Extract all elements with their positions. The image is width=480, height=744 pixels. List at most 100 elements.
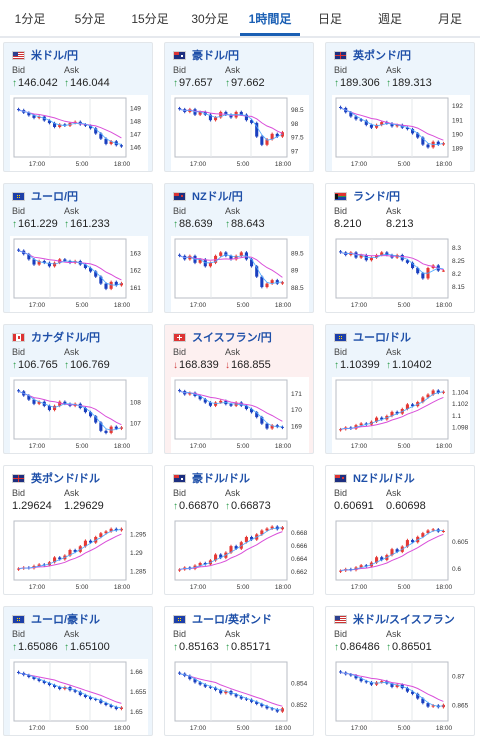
candlestick-chart: 1.66 1.655 1.65 17:00 5:00 18:00 — [10, 659, 148, 735]
price-chart[interactable]: 8.3 8.25 8.2 8.15 17:00 5:00 18:00 — [332, 236, 470, 312]
rate-card[interactable]: ユーロ/豪ドル Bid Ask ↑1.65086 ↑1.65100 1.66 1.655 1.… — [3, 606, 153, 736]
candle — [94, 416, 98, 423]
rate-card[interactable]: 米ドル/スイスフラン Bid Ask ↑0.86486 ↑0.86501 0.87 0.86… — [325, 606, 475, 736]
currency-pair-link[interactable]: NZドル/ドル — [353, 473, 415, 485]
price-chart[interactable]: 0.87 0.865 17:00 5:00 18:00 — [332, 659, 470, 735]
x-tick-label: 17:00 — [351, 302, 368, 309]
y-tick-label: 107 — [130, 421, 141, 428]
currency-pair-link[interactable]: ユーロ/円 — [31, 191, 79, 203]
rate-card[interactable]: ランド/円 Bid Ask 8.210 8.213 8.3 8.25 8.2 8.15 17:00… — [325, 183, 475, 313]
ask-value-group: ↑106.769 — [64, 359, 110, 371]
currency-pair-link[interactable]: 米ドル/円 — [31, 50, 79, 62]
candle — [421, 698, 425, 704]
candle — [109, 528, 113, 532]
rate-card[interactable]: ユーロ/ドル Bid Ask ↑1.10399 ↑1.10402 1.104 1.102 1.… — [325, 324, 475, 454]
candle — [349, 674, 353, 676]
candle — [431, 705, 435, 707]
rate-card[interactable]: スイスフラン/円 Bid Ask ↓168.839 ↓168.855 171 170 169 1… — [164, 324, 314, 454]
price-chart[interactable]: 163 162 161 17:00 5:00 18:00 — [10, 236, 148, 312]
chart-bg — [10, 95, 148, 171]
tab-4[interactable]: 30分足 — [191, 12, 229, 26]
candle — [47, 120, 51, 124]
tab-2[interactable]: 5分足 — [74, 12, 106, 26]
price-chart[interactable]: 1.66 1.655 1.65 17:00 5:00 18:00 — [10, 659, 148, 735]
candle — [37, 401, 41, 404]
moving-average-short — [179, 108, 283, 141]
candle — [339, 106, 343, 109]
card-header: NZドル/円 — [173, 189, 243, 203]
card-header: ユーロ/豪ドル — [12, 612, 100, 626]
ask-value: 1.29629 — [64, 500, 104, 512]
candlestick-chart: 171 170 169 17:00 5:00 18:00 — [171, 377, 309, 453]
y-tick-label: 163 — [130, 250, 141, 257]
y-tick-label: 0.87 — [452, 673, 465, 680]
rate-card[interactable]: ユーロ/英ポンド Bid Ask ↑0.85163 ↑0.85171 0.854 0.852… — [164, 606, 314, 736]
candle — [32, 677, 36, 679]
candle — [32, 399, 36, 404]
ask-value-group: 1.29629 — [64, 500, 104, 512]
candle — [94, 271, 98, 277]
rate-card[interactable]: カナダドル/円 Bid Ask ↑106.765 ↑106.769 108 107 17:00… — [3, 324, 153, 454]
bid-value-group: ↑88.639 — [173, 218, 213, 230]
price-chart[interactable]: 0.605 0.6 17:00 5:00 18:00 — [332, 518, 470, 594]
currency-pair-link[interactable]: スイスフラン/円 — [192, 332, 272, 344]
currency-pair-link[interactable]: ユーロ/豪ドル — [31, 614, 101, 626]
candle — [239, 111, 243, 115]
tab-3[interactable]: 15分足 — [131, 12, 169, 26]
flag-icon — [173, 473, 186, 483]
currency-pair-link[interactable]: NZドル/円 — [192, 191, 243, 203]
bid-value-group: ↑1.10399 — [334, 359, 380, 371]
price-chart[interactable]: 0.668 0.666 0.664 0.662 17:00 5:00 18:00 — [171, 518, 309, 594]
rate-card[interactable]: 英ポンド/円 Bid Ask ↑189.306 ↑189.313 192 191 190 189… — [325, 42, 475, 172]
flag-icon — [12, 473, 25, 483]
currency-pair-link[interactable]: 米ドル/スイスフラン — [353, 614, 455, 626]
candle — [265, 706, 269, 709]
rate-card[interactable]: 英ポンド/ドル Bid Ask 1.29624 1.29629 1.295 1.29 1.28… — [3, 465, 153, 595]
candle — [94, 128, 98, 134]
arrow-up-icon: ↑ — [386, 78, 391, 89]
price-chart[interactable]: 108 107 17:00 5:00 18:00 — [10, 377, 148, 453]
moving-average-short — [18, 250, 122, 286]
currency-pair-link[interactable]: カナダドル/円 — [31, 332, 101, 344]
currency-pair-link[interactable]: 英ポンド/円 — [353, 50, 412, 62]
y-tick-label: 1.1 — [452, 413, 461, 420]
x-tick-label: 5:00 — [76, 302, 89, 309]
currency-pair-link[interactable]: 豪ドル/ドル — [192, 473, 251, 485]
price-chart[interactable]: 192 191 190 189 17:00 5:00 18:00 — [332, 95, 470, 171]
candle — [83, 124, 87, 126]
candle — [265, 528, 269, 531]
price-chart[interactable]: 1.295 1.29 1.285 17:00 5:00 18:00 — [10, 518, 148, 594]
currency-pair-link[interactable]: ユーロ/ドル — [353, 332, 412, 344]
price-chart[interactable]: 98.5 98 97.5 97 17:00 5:00 18:00 — [171, 95, 309, 171]
tab-6[interactable]: 日足 — [317, 12, 342, 26]
price-chart[interactable]: 1.104 1.102 1.1 1.098 17:00 5:00 18:00 — [332, 377, 470, 453]
ask-label: Ask — [64, 206, 80, 216]
x-tick-label: 5:00 — [398, 725, 411, 732]
flag-icon — [173, 332, 186, 342]
rate-card[interactable]: 豪ドル/円 Bid Ask ↑97.657 ↑97.662 98.5 98 97.5 97 17:… — [164, 42, 314, 172]
candlestick-chart: 98.5 98 97.5 97 17:00 5:00 18:00 — [171, 95, 309, 171]
tab-1[interactable]: 1分足 — [14, 12, 46, 26]
rate-card[interactable]: NZドル/ドル Bid Ask 0.60691 0.60698 0.605 0.6 17:00… — [325, 465, 475, 595]
tab-7[interactable]: 週足 — [377, 12, 402, 26]
candle — [265, 423, 269, 429]
rate-card[interactable]: 米ドル/円 Bid Ask ↑146.042 ↑146.044 149 148 147 146 1… — [3, 42, 153, 172]
price-chart[interactable]: 0.854 0.852 17:00 5:00 18:00 — [171, 659, 309, 735]
rate-card[interactable]: 豪ドル/ドル Bid Ask ↑0.66870 ↑0.66873 0.668 0.666 0.… — [164, 465, 314, 595]
price-chart[interactable]: 171 170 169 17:00 5:00 18:00 — [171, 377, 309, 453]
rate-card[interactable]: NZドル/円 Bid Ask ↑88.639 ↑88.643 89.5 89 88.5 17:0… — [164, 183, 314, 313]
candle — [359, 678, 363, 682]
currency-pair-link[interactable]: 英ポンド/ドル — [31, 473, 101, 485]
tab-8[interactable]: 月足 — [437, 12, 462, 26]
currency-pair-link[interactable]: ユーロ/英ポンド — [192, 614, 273, 626]
currency-pair-link[interactable]: ランド/円 — [353, 191, 401, 203]
rate-card[interactable]: ユーロ/円 Bid Ask ↑161.229 ↑161.233 163 162 161 17:0… — [3, 183, 153, 313]
candle — [37, 261, 41, 265]
currency-pair-link[interactable]: 豪ドル/円 — [192, 50, 240, 62]
flag-icon — [12, 50, 25, 60]
tab-5[interactable]: 1時間足 — [240, 0, 300, 36]
price-chart[interactable]: 149 148 147 146 17:00 5:00 18:00 — [10, 95, 148, 171]
price-chart[interactable]: 89.5 89 88.5 17:00 5:00 18:00 — [171, 236, 309, 312]
moving-average-long — [340, 672, 444, 702]
moving-average-short — [340, 391, 444, 430]
